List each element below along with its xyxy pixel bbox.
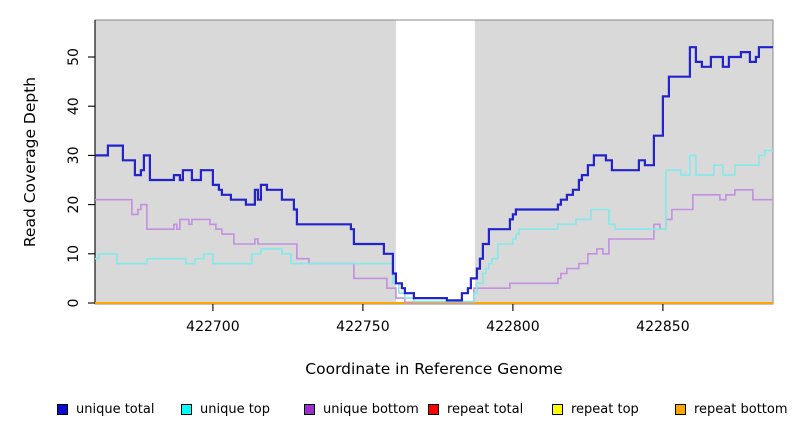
highlight-band — [395, 20, 475, 304]
series-line-unique-total — [95, 46, 773, 302]
y-axis-title-text: Read Coverage Depth — [21, 76, 39, 248]
x-tick-label: 422800 — [486, 319, 539, 335]
x-axis-title-text: Coordinate in Reference Genome — [305, 360, 563, 378]
y-tick-label: 50 — [66, 48, 82, 66]
x-tick-label: 422750 — [336, 319, 389, 335]
y-tick-label: 30 — [66, 146, 82, 164]
y-tick-label: 10 — [66, 245, 82, 263]
y-tick-label: 40 — [66, 97, 82, 115]
x-axis-title: Coordinate in Reference Genome — [0, 360, 792, 378]
series-line-unique-top — [95, 149, 773, 303]
y-tick-label: 0 — [66, 299, 82, 308]
y-tick-label: 20 — [66, 196, 82, 214]
x-tick-label: 422850 — [636, 319, 689, 335]
x-tick-label: 422700 — [186, 319, 239, 335]
y-axis-title: Read Coverage Depth — [21, 77, 39, 247]
